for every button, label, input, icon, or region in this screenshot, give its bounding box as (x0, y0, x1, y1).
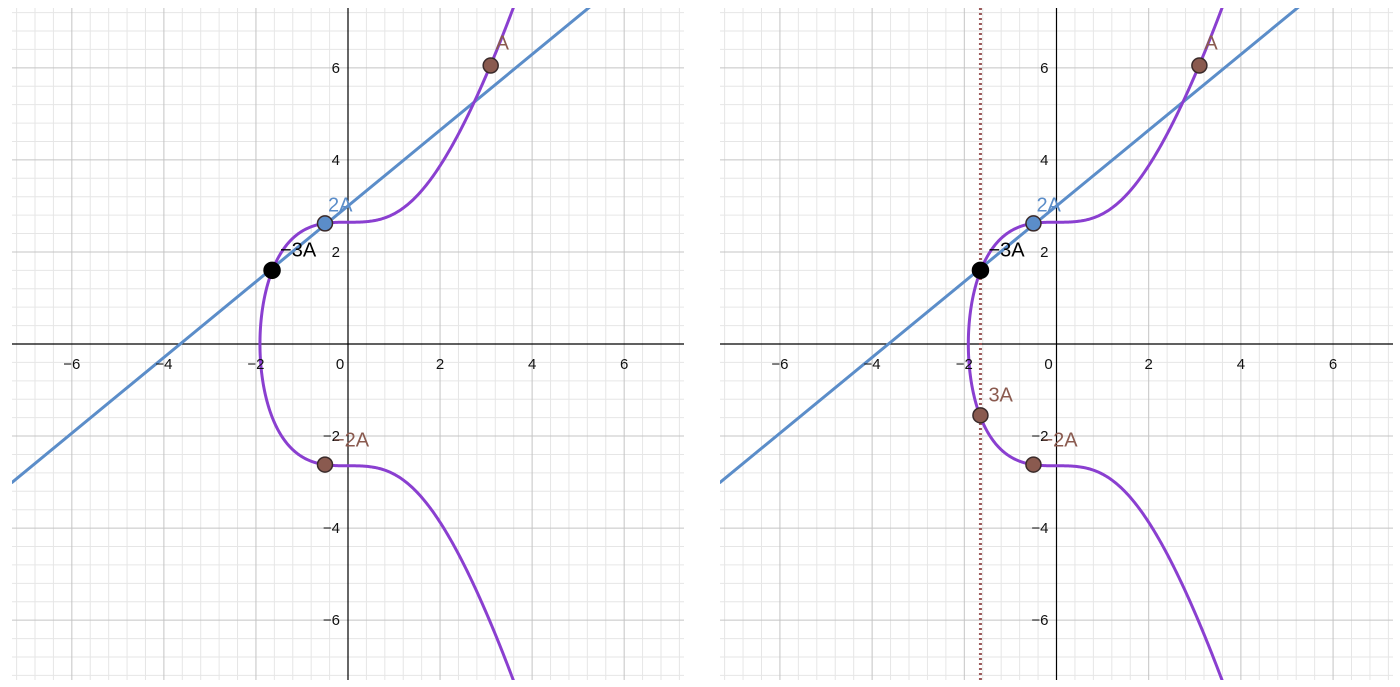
x-tick-label: 2 (1145, 356, 1153, 373)
x-tick-label: −4 (155, 356, 172, 373)
point-2a (316, 215, 334, 232)
point-neg3a (971, 261, 990, 280)
point-neg2a (1025, 456, 1042, 473)
point-a (482, 57, 499, 74)
point-label: −3A (988, 239, 1025, 261)
y-tick-label: −2 (1031, 428, 1048, 445)
x-tick-label: −6 (63, 356, 80, 373)
chart-panel-left: −6 −4 −2 0 2 4 6 −6 −4 −2 2 4 6 A 2A −3A −2A (12, 8, 684, 680)
y-tick-label: −2 (323, 428, 340, 445)
point-label: A (496, 33, 510, 55)
y-tick-label: 6 (332, 60, 340, 77)
x-tick-label: 6 (620, 356, 628, 373)
point-3a (972, 407, 989, 424)
secant-line (720, 8, 1300, 484)
x-tick-label: 0 (1044, 356, 1052, 373)
point-neg2a (316, 456, 334, 473)
y-tick-label: 6 (1040, 60, 1048, 77)
x-tick-label: −2 (956, 356, 973, 373)
secant-line (12, 8, 591, 484)
plot-area (720, 8, 1393, 680)
x-tick-label: 0 (336, 356, 344, 373)
point-neg3a (263, 261, 281, 280)
x-tick-label: 4 (1237, 356, 1245, 373)
point-label: 2A (1036, 194, 1061, 216)
y-tick-label: −4 (1031, 520, 1048, 537)
y-tick-label: 2 (1040, 244, 1048, 261)
point-label: A (1204, 33, 1218, 55)
point-label: −3A (280, 239, 317, 261)
y-tick-label: 2 (332, 244, 340, 261)
chart-left-svg: −6 −4 −2 0 2 4 6 −6 −4 −2 2 4 6 A 2A −3A −2A (12, 8, 684, 680)
y-tick-label: −6 (323, 612, 340, 629)
y-tick-label: 4 (1040, 152, 1048, 169)
point-a (1191, 57, 1208, 74)
point-2a (1025, 215, 1042, 232)
y-tick-label: −4 (323, 520, 340, 537)
chart-panel-right: −6 −4 −2 0 2 4 6 −6 −4 −2 2 4 6 A 2A −3A 3A −2A (720, 8, 1393, 680)
x-tick-label: 4 (528, 356, 536, 373)
plot-area (12, 8, 684, 680)
x-tick-label: 6 (1329, 356, 1337, 373)
point-label: −2A (1041, 430, 1078, 452)
point-label: 3A (988, 384, 1013, 406)
x-tick-label: −2 (247, 356, 264, 373)
point-label: −2A (333, 430, 370, 452)
chart-right-svg: −6 −4 −2 0 2 4 6 −6 −4 −2 2 4 6 A 2A −3A 3A −2A (720, 8, 1393, 680)
y-tick-label: −6 (1031, 612, 1048, 629)
x-tick-label: 2 (436, 356, 444, 373)
elliptic-curve (258, 8, 515, 680)
x-tick-label: −6 (771, 356, 788, 373)
point-label: 2A (328, 194, 353, 216)
x-tick-label: −4 (864, 356, 881, 373)
y-tick-label: 4 (332, 152, 340, 169)
elliptic-curve (966, 8, 1224, 680)
